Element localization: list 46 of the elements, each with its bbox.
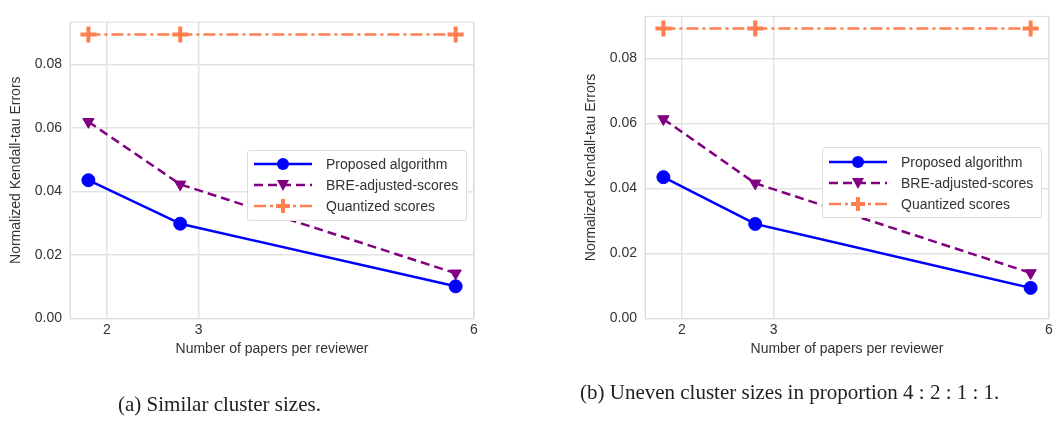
point (81, 173, 96, 188)
x-tick-label: 6 (470, 320, 479, 337)
point (1024, 269, 1037, 280)
y-axis-title: Normalized Kendall-tau Errors (7, 76, 24, 264)
x-tick-label: 2 (102, 320, 111, 337)
y-tick-label: 0.06 (34, 118, 63, 135)
y-axis-title: Normalized Kendall-tau Errors (582, 73, 599, 262)
point (1023, 280, 1038, 295)
y-tick-label: 0.00 (609, 309, 638, 326)
x-axis-title: Number of papers per reviewer (750, 340, 944, 357)
x-axis-title: Number of papers per reviewer (175, 340, 369, 357)
x-tick-label: 3 (769, 320, 778, 337)
x-tick-label: 3 (194, 320, 203, 337)
point (173, 216, 188, 231)
point (78, 24, 99, 45)
point (449, 269, 462, 281)
text: (a) Similar cluster sizes. (118, 392, 322, 416)
point (445, 24, 466, 45)
y-tick-label: 0.02 (609, 244, 638, 261)
legend-label: BRE-adjusted-scores (901, 174, 1034, 191)
legend-label: BRE-adjusted-scores (326, 177, 459, 194)
x-tick-label: 6 (1045, 320, 1054, 337)
point (657, 115, 670, 127)
legend-label: Quantized scores (901, 195, 1010, 212)
text: (b) Uneven cluster sizes in proportion 4 : 2 : 1 : 1. (580, 380, 1001, 404)
y-tick-label: 0.00 (34, 309, 63, 326)
point (748, 216, 763, 231)
x-tick-label: 2 (677, 320, 686, 337)
y-tick-label: 0.06 (609, 114, 638, 131)
point (656, 170, 671, 185)
y-tick-label: 0.04 (609, 179, 638, 196)
legend-label: Quantized scores (326, 198, 435, 215)
point (745, 18, 766, 39)
y-tick-label: 0.08 (34, 55, 63, 72)
point (1020, 18, 1041, 39)
y-tick-label: 0.08 (609, 49, 638, 66)
point (653, 18, 674, 39)
point (82, 118, 95, 129)
legend-label: Proposed algorithm (326, 156, 448, 173)
point (170, 24, 191, 45)
point (174, 180, 187, 192)
y-tick-label: 0.02 (34, 245, 63, 262)
y-tick-label: 0.04 (34, 182, 63, 199)
point (448, 279, 463, 294)
point (749, 179, 762, 191)
legend-label: Proposed algorithm (901, 153, 1023, 170)
